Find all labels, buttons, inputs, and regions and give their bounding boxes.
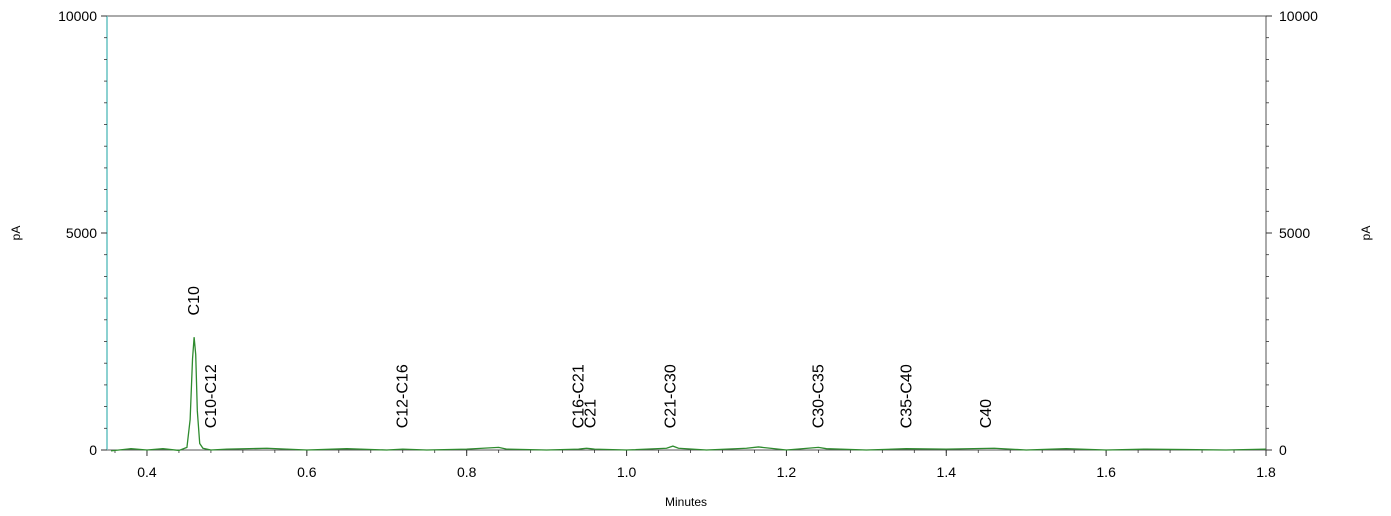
peak-label: C35-C40 <box>898 364 915 428</box>
peak-label: C10-C12 <box>203 364 220 428</box>
x-tick-label: 1.0 <box>617 464 637 480</box>
x-tick-label: 0.6 <box>297 464 317 480</box>
peak-label: C12-C16 <box>395 364 412 428</box>
x-tick-label: 0.8 <box>457 464 477 480</box>
y-axis-left: 0 5000 10000 <box>58 8 107 458</box>
x-tick-label: 1.2 <box>777 464 797 480</box>
x-tick-label: 1.4 <box>937 464 957 480</box>
y-axis-right: 0 5000 10000 <box>1266 8 1318 458</box>
peak-label: C30-C35 <box>810 364 827 428</box>
x-tick-label: 0.4 <box>137 464 157 480</box>
x-axis: 0.4 0.6 0.8 1.0 1.2 1.4 1.6 1.8 <box>114 450 1276 480</box>
y-tick-label-left: 0 <box>89 442 97 458</box>
y-tick-label-right: 5000 <box>1279 225 1310 241</box>
peak-label: C21-C30 <box>663 364 680 428</box>
y-tick-label-left: 10000 <box>58 8 97 24</box>
x-axis-title: Minutes <box>665 495 707 509</box>
y-axis-title-right: pA <box>1359 226 1373 241</box>
x-tick-label: 1.6 <box>1096 464 1116 480</box>
peak-label: C21 <box>583 399 600 428</box>
series-layer <box>110 337 1267 452</box>
signal-trace <box>110 337 1267 452</box>
y-tick-label-right: 0 <box>1279 442 1287 458</box>
y-axis-title-left: pA <box>9 226 23 241</box>
peak-label: C16-C21 <box>571 364 588 428</box>
x-tick-label: 1.8 <box>1256 464 1276 480</box>
y-tick-label-left: 5000 <box>66 225 97 241</box>
peak-label: C10 <box>186 286 203 315</box>
peak-label: C40 <box>978 399 995 428</box>
y-tick-label-right: 10000 <box>1279 8 1318 24</box>
